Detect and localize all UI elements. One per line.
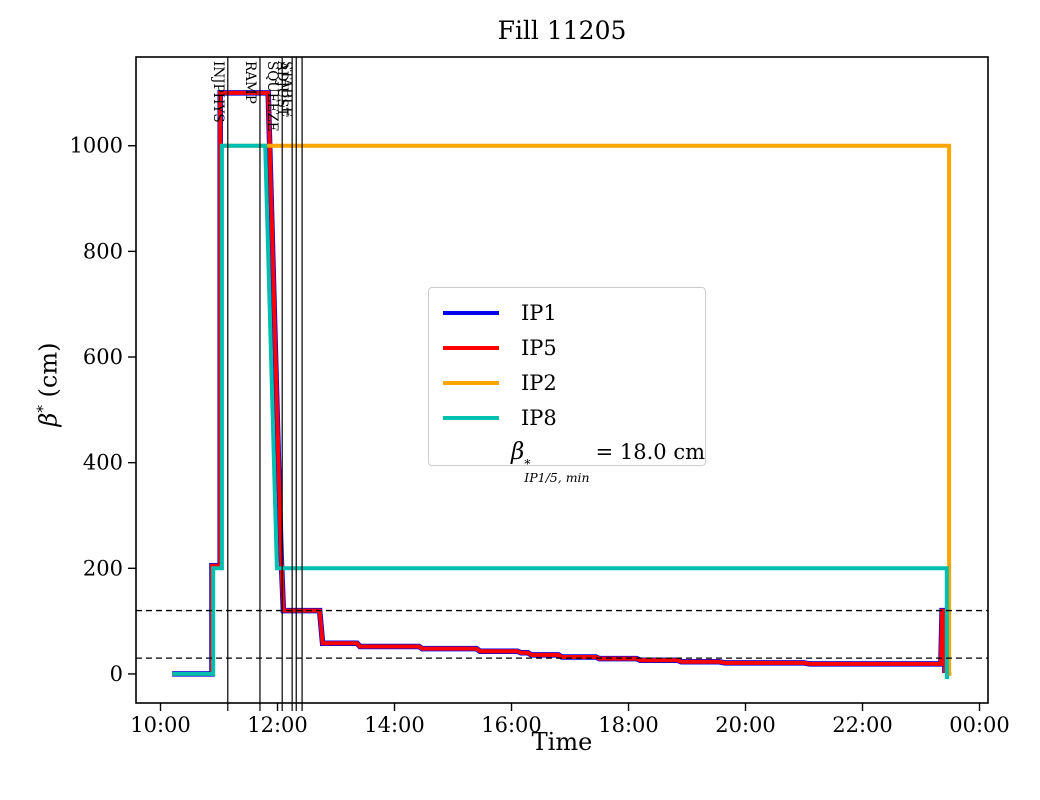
annotation-sub: IP1/5, min bbox=[524, 470, 590, 486]
legend-rows: IP1 IP5 IP2 IP8 bbox=[439, 295, 705, 435]
annotation-beta-symbol: β bbox=[511, 439, 525, 465]
x-tick-label: 22:00 bbox=[832, 713, 893, 737]
y-tick-label: 400 bbox=[83, 451, 123, 475]
y-tick-label: 0 bbox=[110, 662, 123, 686]
legend-swatch-ip5 bbox=[443, 345, 499, 350]
x-tick-label: 12:00 bbox=[247, 713, 308, 737]
x-tick-label: 14:00 bbox=[364, 713, 425, 737]
legend-row-ip8: IP8 bbox=[439, 400, 705, 435]
x-tick-label: 00:00 bbox=[949, 713, 1010, 737]
beta-symbol: β bbox=[34, 412, 63, 427]
y-tick-label: 600 bbox=[83, 345, 123, 369]
legend-row-ip5: IP5 bbox=[439, 330, 705, 365]
legend: IP1 IP5 IP2 IP8 β * IP1/5, min = 18.0 cm bbox=[428, 287, 706, 484]
legend-label-ip5: IP5 bbox=[521, 335, 557, 360]
annotation-sub-sup: * IP1/5, min bbox=[524, 457, 589, 485]
beta-star: * bbox=[33, 405, 52, 413]
x-tick-label: 20:00 bbox=[715, 713, 776, 737]
event-label-ramp: RAMP bbox=[242, 61, 258, 104]
annotation-sup: * bbox=[524, 456, 531, 472]
event-label-squeeze: SQUEEZE bbox=[264, 61, 280, 132]
y-tick-label: 1000 bbox=[70, 134, 123, 158]
legend-label-ip8: IP8 bbox=[521, 405, 557, 430]
series-ip5 bbox=[172, 90, 947, 676]
legend-annotation-beta-min: β * IP1/5, min = 18.0 cm bbox=[439, 439, 705, 485]
event-label-adjust: ADJUST bbox=[274, 60, 290, 117]
chart-title: Fill 11205 bbox=[497, 16, 627, 45]
plot-border bbox=[135, 56, 989, 704]
event-label-injphys: INJPHYS bbox=[210, 61, 226, 123]
legend-swatch-ip1 bbox=[443, 310, 499, 315]
x-axis-label: Time bbox=[531, 728, 593, 756]
legend-swatch-ip8 bbox=[443, 415, 499, 420]
series-ip2 bbox=[221, 143, 952, 676]
x-tick-label: 16:00 bbox=[481, 713, 542, 737]
legend-swatch-ip2 bbox=[443, 380, 499, 385]
x-tick-label: 10:00 bbox=[130, 713, 191, 737]
series-ip8 bbox=[172, 143, 950, 680]
x-tick-label: 18:00 bbox=[598, 713, 659, 737]
legend-label-ip1: IP1 bbox=[521, 300, 557, 325]
y-axis-units: (cm) bbox=[34, 342, 63, 406]
legend-row-ip2: IP2 bbox=[439, 365, 705, 400]
y-tick-label: 200 bbox=[83, 556, 123, 580]
legend-label-ip2: IP2 bbox=[521, 370, 557, 395]
event-label-stable: STABLE bbox=[278, 61, 294, 117]
annotation-value: = 18.0 cm bbox=[595, 440, 706, 464]
y-tick-label: 800 bbox=[83, 239, 123, 263]
legend-row-ip1: IP1 bbox=[439, 295, 705, 330]
y-axis-label: β* (cm) bbox=[34, 300, 63, 470]
